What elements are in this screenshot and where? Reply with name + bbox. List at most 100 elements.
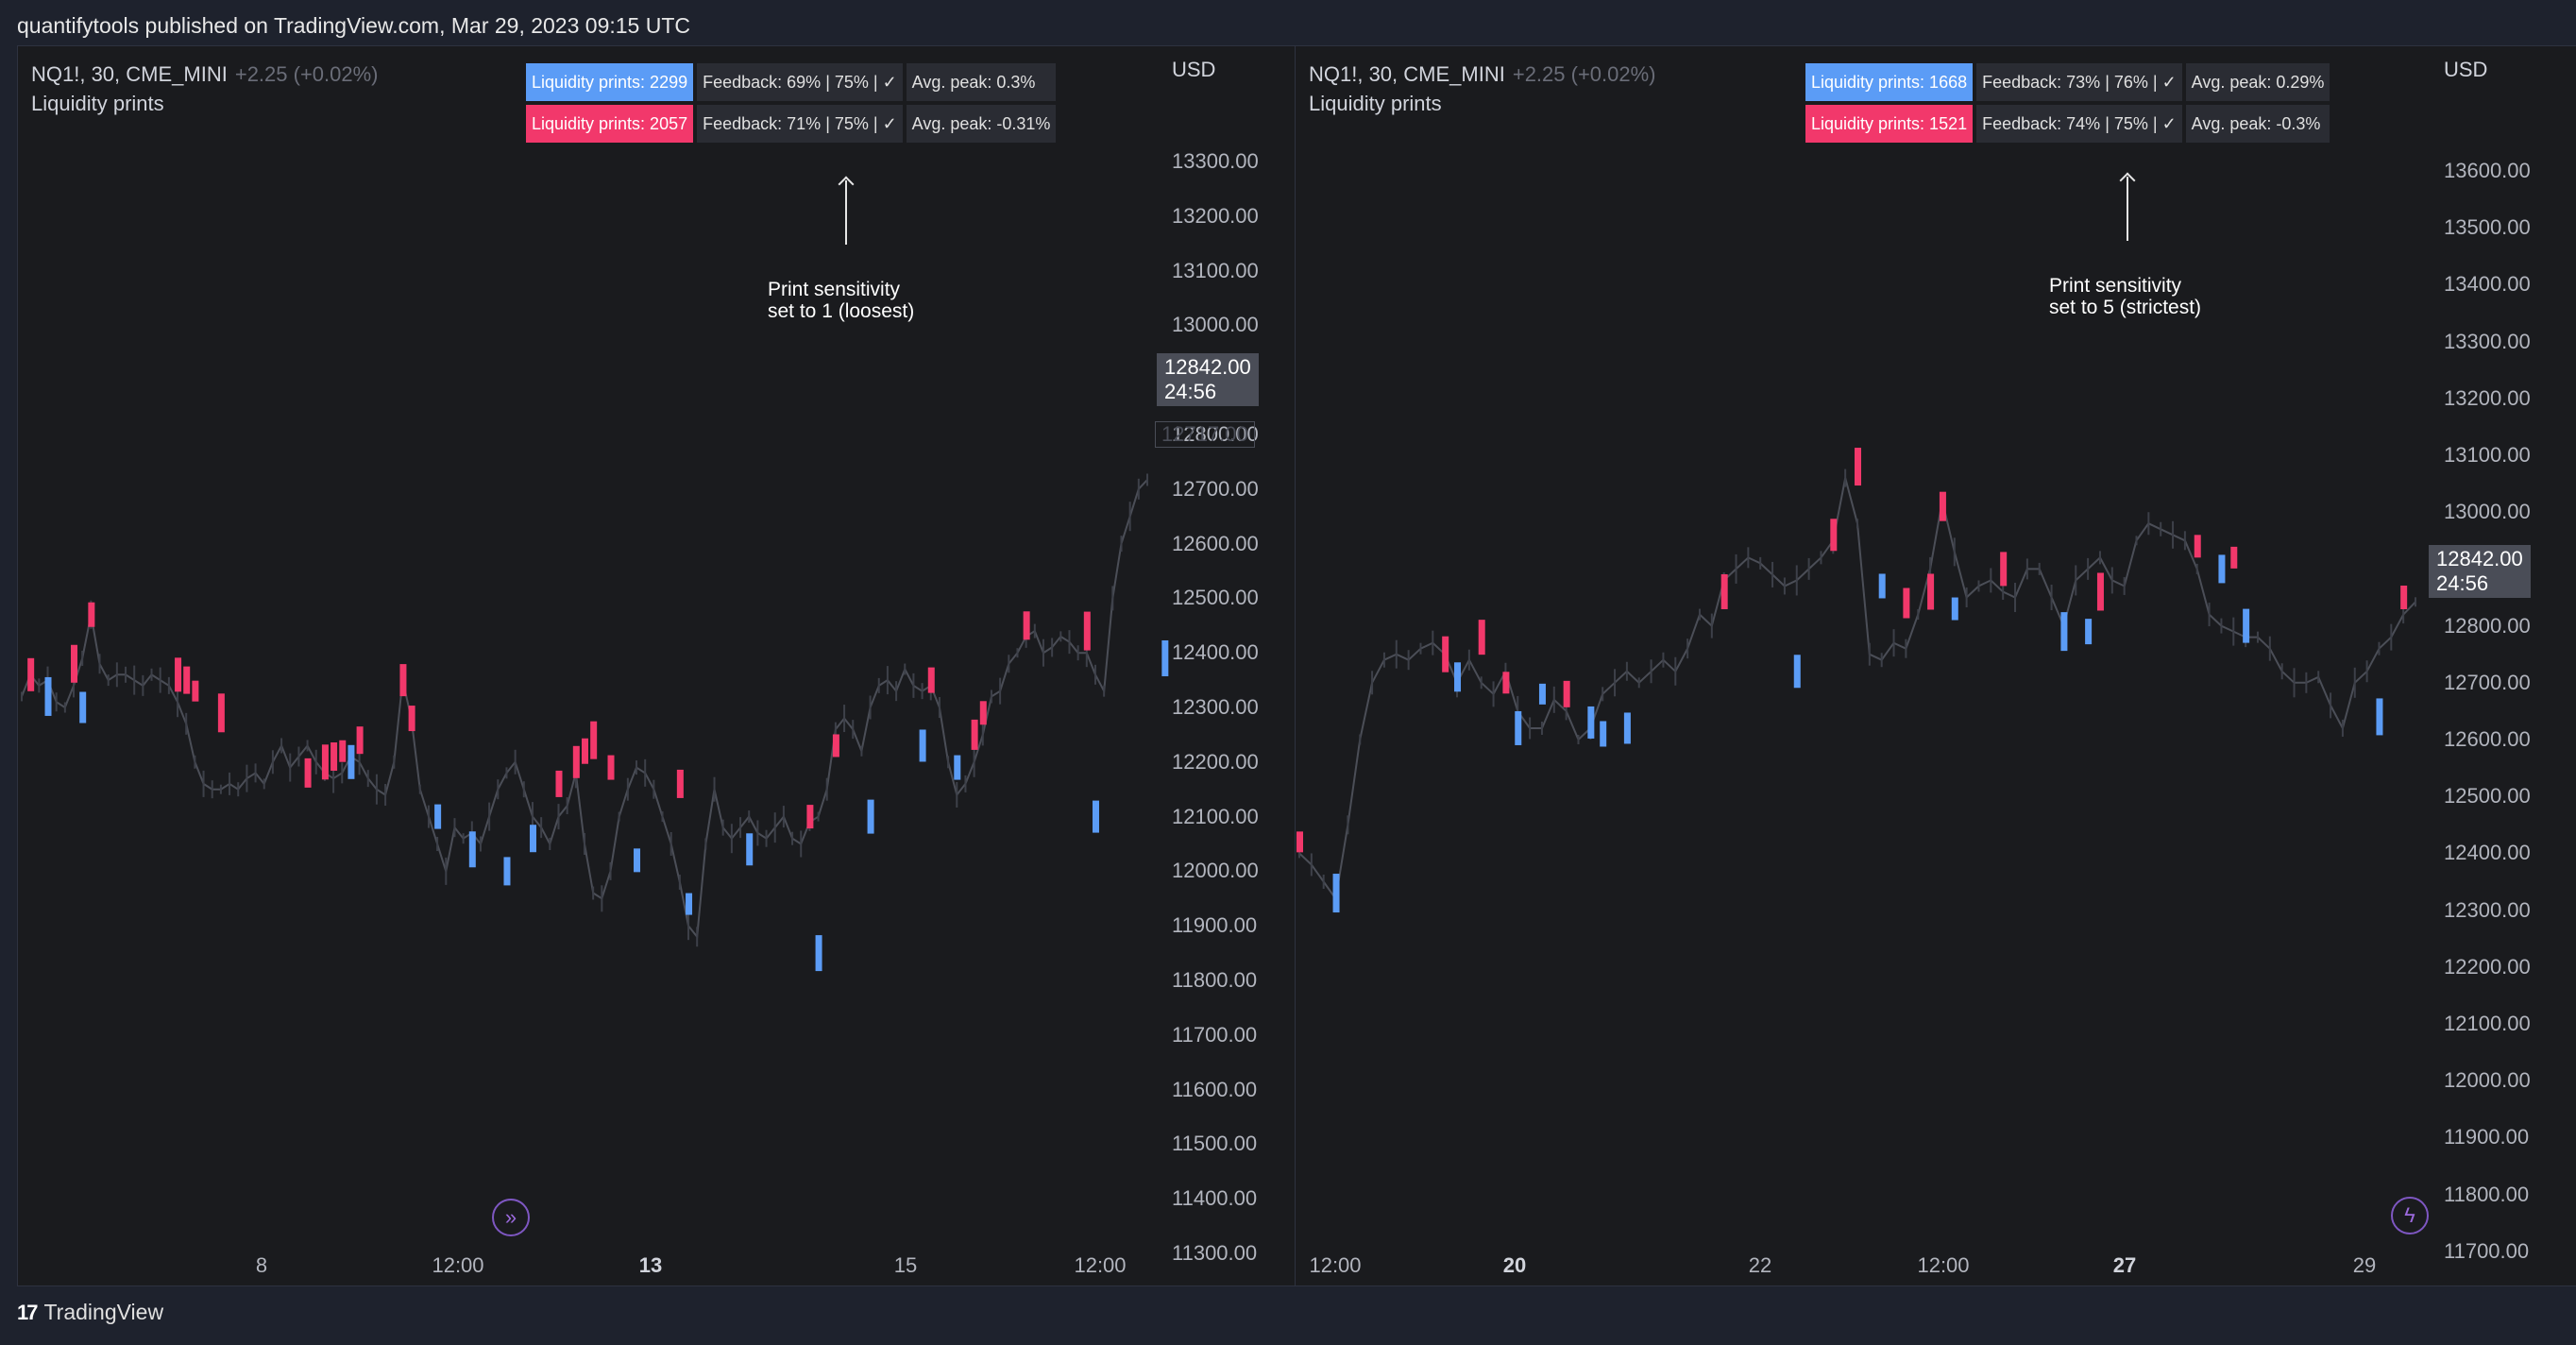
liquidity-print-bearish [582,738,588,764]
x-tick-label: 29 [2352,1253,2377,1277]
chart-panel-left[interactable]: NQ1!, 30, CME_MINI +2.25 (+0.02%) Liquidi… [17,45,1303,1286]
chart-plot-right[interactable] [1296,46,2576,1285]
liquidity-print-bullish [79,691,87,724]
liquidity-print-bearish [1296,831,1303,853]
liquidity-print-bullish [1878,573,1886,599]
tradingview-logo-icon[interactable]: 17 [17,1300,39,1324]
annotation-line-2: set to 1 (loosest) [768,300,915,322]
liquidity-print-bearish [183,666,191,694]
liquidity-print-bearish [356,726,364,755]
liquidity-print-bullish [2218,554,2226,584]
fast-forward-icon[interactable]: » [492,1199,530,1236]
liquidity-print-bearish [2096,572,2104,611]
liquidity-print-bearish [330,742,338,772]
liquidity-print-bullish [1793,655,1801,689]
liquidity-print-bullish [44,676,52,716]
y-tick-label: 13300.00 [2444,329,2531,353]
y-tick-label: 12700.00 [2444,670,2531,694]
y-tick-label: 12500.00 [1172,586,1259,610]
x-tick-label: 12:00 [1309,1253,1362,1277]
change-label: +2.25 (+0.02%) [234,62,379,86]
y-tick-label: 11400.00 [1172,1186,1258,1211]
liquidity-print-bearish [1083,611,1091,651]
liquidity-print-bearish [590,721,598,759]
indicator-label[interactable]: Liquidity prints [1309,92,1442,115]
liquidity-print-bearish [27,657,35,691]
liquidity-print-bearish [339,740,347,762]
y-tick-label: 12300.00 [1172,695,1259,719]
chart-panel-right[interactable]: NQ1!, 30, CME_MINI +2.25 (+0.02%) Liquidi… [1295,45,2576,1286]
y-tick-label: 13600.00 [2444,159,2531,182]
liquidity-print-bullish [2376,698,2383,736]
liquidity-print-bearish [979,701,987,725]
stat-bull-feedback: Feedback: 69% | 75% | ✓ [697,63,903,101]
liquidity-print-bearish [2230,546,2238,569]
publish-info: quantifytools published on TradingView.c… [17,13,690,38]
liquidity-print-bearish [832,734,839,758]
lightning-icon[interactable]: ϟ [2391,1197,2429,1234]
y-tick-label: 13500.00 [2444,215,2531,240]
brand-label[interactable]: TradingView [43,1300,164,1324]
stat-bear-prints: Liquidity prints: 2057 [526,105,694,143]
liquidity-print-bearish [1855,448,1861,486]
x-tick-label: 12:00 [432,1253,484,1277]
liquidity-print-bearish [217,693,225,733]
y-tick-label: 12400.00 [1172,640,1259,665]
chart-legend: NQ1!, 30, CME_MINI +2.25 (+0.02%) Liquidi… [31,60,379,118]
x-tick-label: 27 [2112,1253,2137,1277]
stat-bull-feedback: Feedback: 73% | 76% | ✓ [1976,63,2182,101]
symbol-label[interactable]: NQ1!, 30, CME_MINI [1309,62,1505,86]
y-tick-label: 11700.00 [2444,1238,2530,1263]
liquidity-print-bullish [434,804,442,829]
stat-bear-feedback: Feedback: 74% | 75% | ✓ [1976,105,2182,143]
liquidity-print-bearish [1563,680,1570,707]
stats-table: Liquidity prints: 1668 Feedback: 73% | 7… [1805,63,2330,143]
liquidity-print-bullish [1951,597,1958,621]
chart-plot-left[interactable] [18,46,1302,1285]
indicator-label[interactable]: Liquidity prints [31,92,164,115]
last-price-tag: 12842.00 24:56 [2429,545,2531,598]
liquidity-print-bullish [1587,706,1595,739]
x-tick-label: 22 [1748,1253,1772,1277]
symbol-label[interactable]: NQ1!, 30, CME_MINI [31,62,228,86]
price-series-line [1298,477,2416,902]
annotation-line-1: Print sensitivity [768,279,901,300]
bar-countdown: 24:56 [1164,380,1217,403]
y-tick-label: 12600.00 [1172,531,1259,555]
liquidity-print-bullish [529,825,536,853]
liquidity-print-bearish [304,758,312,788]
liquidity-print-bearish [1502,672,1510,694]
x-tick-label: 15 [893,1253,918,1277]
liquidity-print-bearish [971,719,978,750]
liquidity-print-bearish [1830,519,1838,552]
currency-label: USD [2444,58,2488,81]
annotation-line-1: Print sensitivity [2049,275,2182,297]
annotation-arrow [2127,177,2128,241]
x-tick-label: 12:00 [1074,1253,1127,1277]
price-series-line [21,479,1148,940]
y-tick-label: 12100.00 [1172,804,1259,828]
liquidity-print-bullish [1538,683,1546,705]
footer: 17 TradingView [17,1300,163,1325]
last-price: 12842.00 [2436,547,2523,570]
liquidity-print-bullish [1515,710,1522,745]
y-tick-label: 12700.00 [1172,476,1259,501]
liquidity-print-bearish [1927,573,1935,610]
y-tick-label: 12800.00 [1172,422,1259,446]
y-tick-label: 12000.00 [2444,1068,2531,1093]
liquidity-print-bullish [815,935,822,972]
stat-bull-prints: Liquidity prints: 2299 [526,63,694,101]
liquidity-print-bullish [867,799,874,834]
liquidity-print-bearish [408,706,415,732]
stats-table: Liquidity prints: 2299 Feedback: 69% | 7… [526,63,1057,143]
liquidity-print-bullish [686,893,693,915]
x-tick-label: 13 [638,1253,663,1277]
y-tick-label: 13100.00 [1172,258,1259,282]
liquidity-print-bearish [2194,535,2201,558]
y-tick-label: 12200.00 [2444,954,2531,979]
liquidity-print-bearish [2400,586,2408,609]
currency-label: USD [1172,58,1216,81]
liquidity-print-bearish [2000,552,2008,587]
x-tick-label: 20 [1502,1253,1527,1277]
liquidity-print-bullish [1161,639,1169,676]
